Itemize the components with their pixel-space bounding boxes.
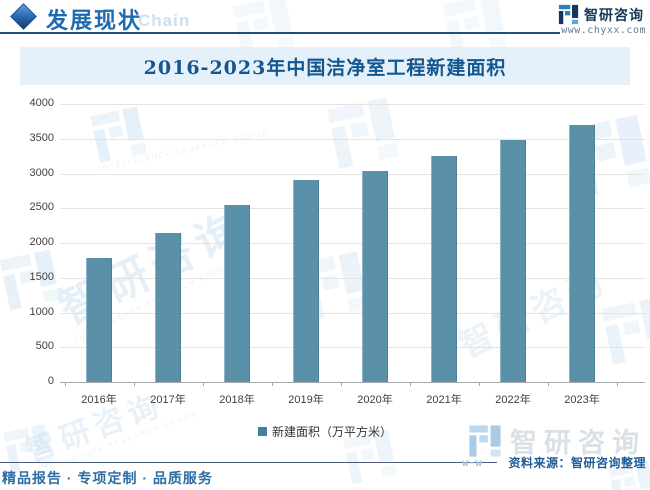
y-tick-label: 2000 [29, 236, 54, 248]
brand-name: 智研咨询 [584, 6, 644, 23]
y-tick-label: 3000 [29, 166, 54, 179]
partial-url-watermark: w-w [462, 456, 482, 469]
legend: 新建面积（万平方米） [0, 423, 650, 440]
brand-logo-watermark-icon [468, 424, 502, 458]
bar-2019年 [293, 180, 319, 382]
brand-logo-icon [558, 4, 579, 25]
services-tagline: 精品报告 · 专项定制 · 品质服务 [2, 470, 213, 486]
legend-label: 新建面积（万平方米） [271, 425, 392, 439]
y-tick-label: 4000 [29, 97, 54, 109]
x-axis-line [60, 382, 645, 383]
header-divider [0, 32, 560, 34]
gridline [60, 243, 645, 244]
x-axis-tick [64, 382, 66, 386]
gridline [60, 277, 645, 279]
gridline [60, 347, 645, 349]
gridline [60, 173, 645, 175]
x-axis-tick [547, 382, 549, 386]
diamond-icon [10, 3, 37, 30]
bar-2017年 [155, 232, 181, 382]
bar-2020年 [362, 170, 388, 382]
y-tick-label: 0 [47, 375, 54, 387]
x-tick-label: 2016年 [81, 394, 117, 406]
gridline [60, 208, 645, 210]
source-divider [0, 462, 497, 463]
gridline [60, 138, 645, 140]
brand-block: 智研咨询 [558, 4, 644, 25]
x-tick-label: 2023年 [564, 394, 600, 406]
x-axis-tick [478, 382, 480, 386]
website-link[interactable]: www.chyxx.com [561, 25, 646, 36]
x-tick-label: 2019年 [288, 394, 324, 406]
header: Chain 发展现状 智研咨询 www.chyxx.com [0, 0, 650, 46]
chart-title: 2016-2023年中国洁净室工程新建面积 [143, 56, 507, 79]
y-tick-label: 2500 [29, 201, 54, 214]
y-tick-label: 3500 [29, 131, 54, 144]
legend-swatch [257, 427, 267, 436]
x-axis-tick [340, 382, 342, 386]
bar-2022年 [500, 140, 526, 382]
chain-watermark: Chain [138, 11, 191, 30]
bar-2023年 [569, 124, 595, 382]
x-axis-tick [133, 382, 135, 386]
x-axis-tick [202, 382, 204, 386]
x-axis-tick [271, 382, 273, 386]
gridline [60, 312, 645, 314]
x-tick-label: 2020年 [357, 394, 393, 406]
x-tick-label: 2018年 [219, 394, 255, 406]
x-tick-label: 2021年 [426, 394, 462, 406]
x-axis-tick [616, 382, 618, 386]
section-title: 发展现状 [46, 8, 143, 33]
y-tick-label: 1000 [29, 305, 54, 318]
y-tick-label: 1500 [29, 270, 54, 283]
x-tick-label: 2017年 [150, 394, 186, 406]
x-axis-tick [409, 382, 411, 386]
plot-area: 0 500 1000 1500 2000 2500 3000 3500 4000 2016年 201… [30, 97, 645, 406]
footer-brand-watermark: 智研咨询 [468, 421, 646, 460]
x-tick-label: 2022年 [495, 394, 531, 406]
bar-2016年 [86, 258, 112, 382]
bar-2018年 [224, 205, 250, 382]
y-tick-label: 500 [35, 340, 54, 353]
footer-brand-watermark-text: 智研咨询 [510, 428, 646, 458]
gridline [60, 104, 645, 105]
bar-2021年 [431, 156, 457, 382]
chart-title-band: 2016-2023年中国洁净室工程新建面积 [20, 47, 630, 85]
data-source: 资料来源：智研咨询整理 [508, 456, 646, 470]
